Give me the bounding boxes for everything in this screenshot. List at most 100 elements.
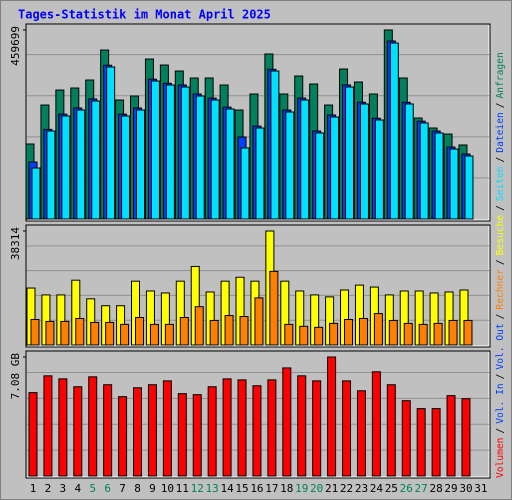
legend-separator: / <box>495 102 506 108</box>
legend-entry: Dateien <box>495 112 506 152</box>
bar <box>374 119 384 220</box>
bar <box>461 398 471 477</box>
bar <box>106 66 116 220</box>
bar <box>43 375 53 477</box>
bar <box>282 367 292 477</box>
bar <box>120 323 130 346</box>
bar <box>284 323 294 346</box>
bar <box>434 132 444 220</box>
bar <box>209 319 219 346</box>
x-tick-label: 7 <box>119 482 126 495</box>
x-tick-label: 22 <box>340 482 353 495</box>
bar <box>135 317 145 346</box>
bar <box>237 379 247 477</box>
x-tick-label: 12 <box>191 482 204 495</box>
legend: Volumen / Vol. In / Vol. Out / Rechner / Besuche… <box>495 52 506 478</box>
bar <box>269 270 279 346</box>
x-tick-label: 5 <box>89 482 96 495</box>
bar <box>225 108 235 220</box>
bar <box>133 387 143 477</box>
x-tick-label: 25 <box>385 482 398 495</box>
legend-separator: / <box>495 313 506 319</box>
bar <box>342 380 352 477</box>
x-tick-label: 4 <box>74 482 81 495</box>
bar <box>267 379 277 477</box>
x-tick-label: 31 <box>474 482 487 495</box>
bar <box>58 378 68 477</box>
chart-title: Tages-Statistik im Monat April 2025 <box>18 8 271 22</box>
bar <box>195 95 205 220</box>
x-tick-label: 8 <box>134 482 141 495</box>
legend-entry: Besuche <box>495 215 506 256</box>
bar <box>255 127 265 220</box>
bar <box>91 100 101 220</box>
bar <box>431 408 441 477</box>
bar <box>464 155 474 220</box>
bar <box>179 317 189 346</box>
bar <box>418 323 428 346</box>
bar <box>314 326 324 346</box>
bar <box>404 103 414 220</box>
bar <box>105 321 115 346</box>
bar <box>344 318 354 346</box>
bar <box>103 384 113 477</box>
bar <box>31 167 41 220</box>
x-tick-label: 6 <box>104 482 111 495</box>
x-tick-label: 18 <box>280 482 293 495</box>
x-tick-label: 29 <box>444 482 457 495</box>
legend-entry: Volumen <box>495 438 506 478</box>
bar <box>222 378 232 477</box>
bar <box>358 317 368 346</box>
x-tick-label: 15 <box>235 482 248 495</box>
bar <box>446 395 456 477</box>
bar <box>28 392 38 477</box>
bar <box>389 42 399 220</box>
x-tick-label: 10 <box>161 482 174 495</box>
bar <box>329 322 339 346</box>
x-tick-label: 17 <box>265 482 278 495</box>
bar <box>90 321 100 346</box>
bar <box>403 322 413 346</box>
bar <box>359 103 369 220</box>
bar <box>463 319 473 346</box>
bar <box>165 84 175 220</box>
bar <box>149 323 159 346</box>
bar <box>150 80 160 220</box>
bar <box>46 130 56 220</box>
x-tick-label: 9 <box>149 482 156 495</box>
x-tick-label: 27 <box>415 482 428 495</box>
bar <box>210 99 220 220</box>
y-tick-label: 7.08 GB <box>9 353 22 400</box>
legend-entry: Seiten <box>495 166 506 201</box>
bar <box>416 408 426 477</box>
legend-entry: Rechner <box>495 269 506 310</box>
x-tick-label: 13 <box>206 482 219 495</box>
bar <box>433 322 443 346</box>
bar <box>30 318 40 346</box>
bar <box>60 320 70 346</box>
bar <box>419 122 429 220</box>
bar <box>448 319 458 346</box>
bar <box>239 316 249 346</box>
bar <box>330 116 340 220</box>
bar <box>373 313 383 346</box>
legend-separator: / <box>495 156 506 162</box>
bar <box>449 148 459 220</box>
bar <box>300 99 310 220</box>
bar <box>312 380 322 477</box>
bar <box>76 109 86 220</box>
x-tick-label: 26 <box>400 482 413 495</box>
bar <box>177 393 187 477</box>
legend-separator: / <box>495 259 506 265</box>
x-tick-label: 28 <box>429 482 442 495</box>
y-tick-label: 459699 <box>9 26 22 66</box>
bar <box>299 325 309 346</box>
legend-separator: / <box>495 373 506 379</box>
bar <box>162 380 172 477</box>
bar <box>386 384 396 477</box>
bar <box>136 109 146 220</box>
x-tick-label: 11 <box>176 482 189 495</box>
legend-entry: Anfragen <box>495 52 506 98</box>
bar <box>207 386 217 477</box>
bar <box>118 396 128 477</box>
